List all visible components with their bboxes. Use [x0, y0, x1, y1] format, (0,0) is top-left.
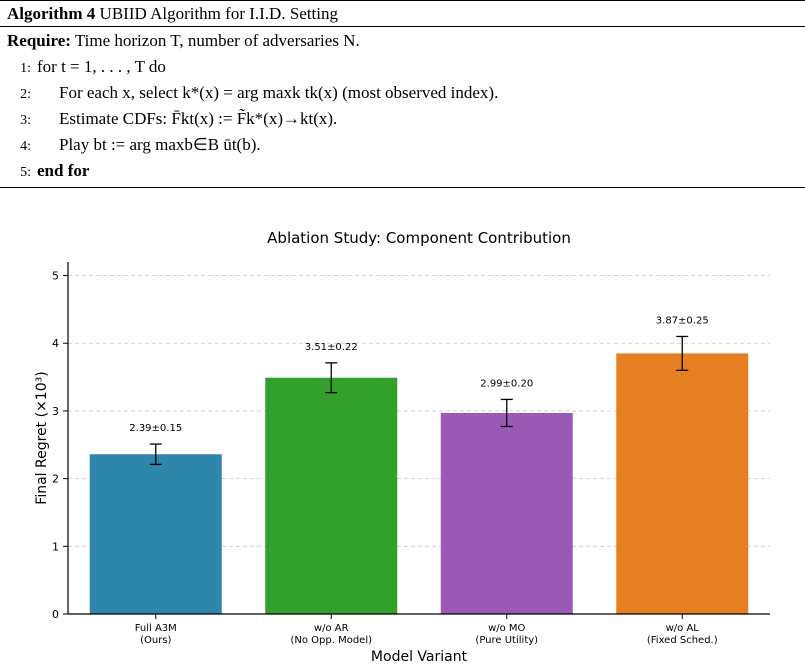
- require-keyword: Require:: [7, 31, 71, 50]
- line-text: end for: [37, 161, 90, 180]
- top-rule: [0, 0, 805, 1]
- algorithm-box: Algorithm 4 UBIID Algorithm for I.I.D. S…: [0, 0, 805, 188]
- header-rule: [0, 26, 805, 27]
- data-label: 2.39±0.15: [129, 423, 182, 434]
- y-tick-label: 2: [52, 473, 59, 486]
- x-tick-sublabel: (No Opp. Model): [290, 635, 372, 646]
- line-number: 3:: [20, 113, 31, 128]
- line-number: 4:: [20, 139, 31, 154]
- x-tick-sublabel: (Fixed Sched.): [647, 635, 718, 646]
- data-label: 2.99±0.20: [480, 378, 533, 389]
- require-line: Require: Time horizon T, number of adver…: [7, 29, 805, 55]
- bar: [265, 377, 398, 614]
- bottom-rule: [0, 187, 805, 188]
- algo-line-4: 4: Play bt := arg maxb∈B ūt(b).: [7, 133, 805, 159]
- bars: 2.39±0.15 3.51±0.22 2.99±0.20 3.87±0.25: [89, 315, 749, 614]
- chart-title: Ablation Study: Component Contribution: [267, 229, 571, 247]
- bar: [440, 412, 573, 614]
- line-number: 5:: [20, 165, 31, 180]
- algorithm-body: Require: Time horizon T, number of adver…: [0, 27, 805, 187]
- bar-chart: Ablation Study: Component Contribution 2…: [34, 229, 770, 665]
- bar: [89, 454, 222, 614]
- algo-line-2: 2: For each x, select k*(x) = arg maxk tk…: [7, 81, 805, 107]
- line-text: for t = 1, . . . , T do: [37, 57, 166, 76]
- x-tick-sublabel: (Ours): [140, 635, 171, 646]
- algo-line-5: 5: end for: [7, 159, 805, 185]
- y-tick-label: 3: [52, 405, 59, 418]
- line-text: Play bt := arg maxb∈B ūt(b).: [59, 135, 261, 154]
- x-tick-label: w/o MO: [488, 623, 525, 634]
- data-label: 3.51±0.22: [305, 342, 358, 353]
- line-text: For each x, select k*(x) = arg maxk tk(x…: [59, 83, 499, 102]
- bar: [616, 353, 749, 614]
- y-tick-label: 4: [52, 337, 59, 350]
- x-tick-label: w/o AL: [666, 623, 700, 634]
- y-tick-label: 1: [52, 540, 59, 553]
- x-tick-sublabel: (Pure Utility): [475, 635, 538, 646]
- x-tick-label: w/o AR: [314, 623, 349, 634]
- algorithm-label: Algorithm 4: [7, 4, 96, 23]
- x-axis-label: Model Variant: [371, 649, 468, 665]
- line-number: 2:: [20, 87, 31, 102]
- line-text: Estimate CDFs: F̄kt(x) := F̃k*(x)→kt(x).: [59, 109, 338, 128]
- require-text: Time horizon T, number of adversaries N.: [74, 31, 360, 50]
- algo-line-1: 1: for t = 1, . . . , T do: [7, 55, 805, 81]
- algo-line-3: 3: Estimate CDFs: F̄kt(x) := F̃k*(x)→kt(x…: [7, 107, 805, 133]
- data-label: 3.87±0.25: [656, 315, 709, 326]
- x-tick-label: Full A3M: [135, 623, 177, 634]
- algorithm-header: Algorithm 4 UBIID Algorithm for I.I.D. S…: [0, 1, 805, 26]
- line-number: 1:: [20, 61, 31, 76]
- algorithm-title: UBIID Algorithm for I.I.D. Setting: [99, 4, 338, 23]
- y-axis-label: Final Regret (×10³): [34, 371, 50, 504]
- axes: 0 1 2 3 4 5 Full A3M(Ours) w/o AR(No Opp. Model…: [52, 262, 770, 646]
- y-tick-label: 5: [52, 270, 59, 283]
- y-tick-label: 0: [52, 608, 59, 621]
